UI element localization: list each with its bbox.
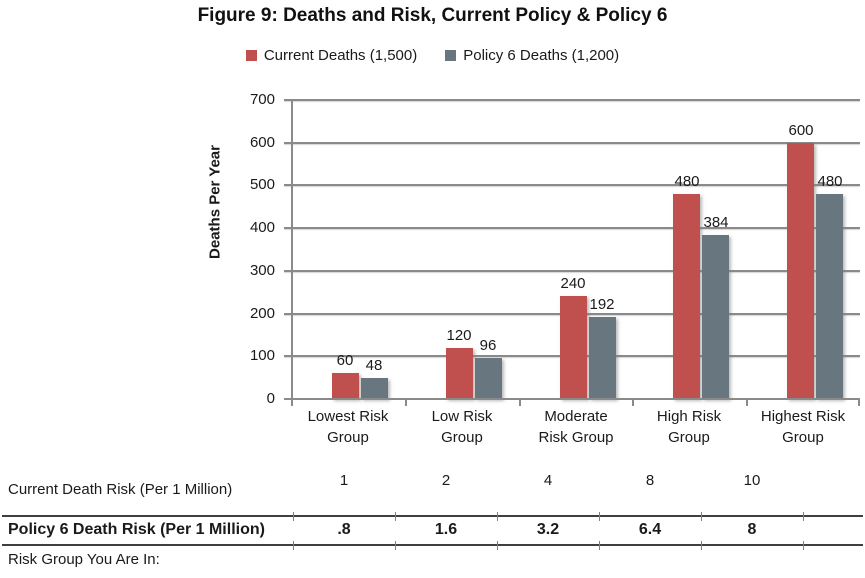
bar-value-label: 600 xyxy=(788,122,814,139)
table-cell: 8 xyxy=(645,472,655,489)
y-axis-line xyxy=(291,99,293,400)
table-column-tick xyxy=(395,512,396,521)
y-tick-label-700: 700 xyxy=(249,91,275,108)
legend-label-policy6-deaths: Policy 6 Deaths (1,200) xyxy=(463,47,620,64)
gridline-400 xyxy=(284,227,860,229)
table-column-tick xyxy=(803,512,804,521)
category-label-1: Lowest Risk Group xyxy=(307,408,389,446)
table-cell: 8 xyxy=(747,521,757,538)
x-axis-tick xyxy=(632,398,634,406)
table-column-tick xyxy=(599,512,600,521)
table-cell: 1 xyxy=(339,472,349,489)
x-axis-tick xyxy=(746,398,748,406)
category-label-5: Highest Risk Group xyxy=(760,408,846,446)
bar-current-3 xyxy=(560,296,587,399)
bar-policy6-5 xyxy=(816,194,843,399)
bar-policy6-3 xyxy=(589,317,616,399)
bar-value-label: 480 xyxy=(817,173,843,190)
table-row-label-1: Current Death Risk (Per 1 Million) xyxy=(8,481,233,498)
table-column-tick xyxy=(497,541,498,550)
x-axis-tick xyxy=(291,398,293,406)
bar-current-2 xyxy=(446,348,473,399)
table-column-tick xyxy=(701,541,702,550)
gridline-500 xyxy=(284,184,860,186)
gridline-700 xyxy=(284,99,860,101)
bar-policy6-1 xyxy=(361,378,388,399)
table-column-tick xyxy=(293,512,294,521)
bar-value-label: 192 xyxy=(589,296,615,313)
y-tick-label-400: 400 xyxy=(249,219,275,236)
figure-title: Figure 9: Deaths and Risk, Current Polic… xyxy=(197,5,668,26)
y-axis-title: Deaths Per Year xyxy=(206,145,224,259)
table-cell: 10 xyxy=(743,472,761,489)
x-axis-line xyxy=(284,398,860,400)
bar-policy6-4 xyxy=(702,235,729,399)
y-tick-label-300: 300 xyxy=(249,262,275,279)
bar-value-label: 48 xyxy=(365,357,383,374)
table-row-label-2: Policy 6 Death Risk (Per 1 Million) xyxy=(8,521,265,538)
bar-current-1 xyxy=(332,373,359,399)
bar-value-label: 384 xyxy=(703,214,729,231)
y-tick-label-200: 200 xyxy=(249,305,275,322)
plot-area: 60 48 120 96 240 192 480 384 600 480 xyxy=(284,99,860,406)
y-tick-label-600: 600 xyxy=(249,134,275,151)
y-tick-label-100: 100 xyxy=(249,347,275,364)
y-tick-label-500: 500 xyxy=(249,176,275,193)
y-tick-label-0: 0 xyxy=(266,390,275,407)
table-column-tick xyxy=(701,512,702,521)
bar-value-label: 120 xyxy=(446,327,472,344)
table-row-label-3: Risk Group You Are In: xyxy=(8,551,160,568)
table-column-tick xyxy=(293,541,294,550)
legend-item-policy6-deaths: Policy 6 Deaths (1,200) xyxy=(445,47,619,64)
table-cell: 6.4 xyxy=(638,521,662,538)
x-axis-tick xyxy=(519,398,521,406)
x-axis-tick xyxy=(405,398,407,406)
bar-current-5 xyxy=(787,143,814,399)
gridline-600 xyxy=(284,142,860,144)
x-axis-tick xyxy=(858,398,860,406)
table-cell: 3.2 xyxy=(536,521,560,538)
table-cell: 1.6 xyxy=(434,521,458,538)
table-cell: .8 xyxy=(337,521,351,538)
bar-current-4 xyxy=(673,194,700,399)
table-cell: 4 xyxy=(543,472,553,489)
legend-label-current-deaths: Current Deaths (1,500) xyxy=(263,47,418,64)
category-label-4: High Risk Group xyxy=(656,408,722,446)
table-column-tick xyxy=(803,541,804,550)
table-column-tick xyxy=(497,512,498,521)
rule-below-policy6-row xyxy=(2,544,863,546)
gridline-300 xyxy=(284,270,860,272)
red-square-swatch-icon xyxy=(245,50,257,61)
category-label-2: Low Risk Group xyxy=(431,408,493,446)
category-label-3: Moderate Risk Group xyxy=(538,408,614,446)
table-cell: 2 xyxy=(441,472,451,489)
chart-legend: Current Deaths (1,500) Policy 6 Deaths (… xyxy=(0,47,865,64)
table-column-tick xyxy=(395,541,396,550)
gray-square-swatch-icon xyxy=(445,50,457,61)
bar-value-label: 96 xyxy=(479,337,497,354)
bar-policy6-2 xyxy=(475,358,502,399)
bar-value-label: 60 xyxy=(336,352,354,369)
table-column-tick xyxy=(599,541,600,550)
legend-item-current-deaths: Current Deaths (1,500) xyxy=(245,47,418,64)
bar-value-label: 240 xyxy=(560,275,586,292)
rule-above-policy6-row xyxy=(2,515,863,517)
bar-value-label: 480 xyxy=(674,173,700,190)
